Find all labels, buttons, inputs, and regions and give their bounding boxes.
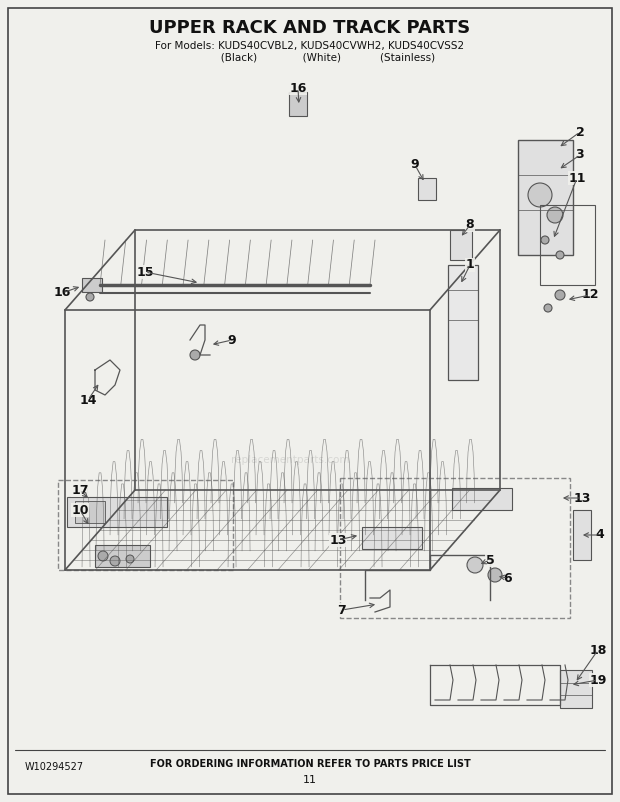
Text: FOR ORDERING INFORMATION REFER TO PARTS PRICE LIST: FOR ORDERING INFORMATION REFER TO PARTS … — [149, 759, 471, 769]
Bar — [95, 545, 150, 567]
Text: 13: 13 — [329, 533, 347, 546]
Circle shape — [528, 183, 552, 207]
Text: 4: 4 — [596, 529, 604, 541]
Circle shape — [110, 556, 120, 566]
Circle shape — [488, 568, 502, 582]
Circle shape — [555, 290, 565, 300]
Bar — [82, 278, 102, 292]
Bar — [452, 488, 512, 510]
Circle shape — [98, 551, 108, 561]
Text: 8: 8 — [466, 218, 474, 232]
Circle shape — [126, 555, 134, 563]
Circle shape — [544, 304, 552, 312]
Text: 3: 3 — [576, 148, 584, 161]
Bar — [518, 140, 573, 255]
Text: 13: 13 — [574, 492, 591, 504]
Text: UPPER RACK AND TRACK PARTS: UPPER RACK AND TRACK PARTS — [149, 19, 471, 37]
Circle shape — [86, 293, 94, 301]
Bar — [448, 265, 478, 380]
Bar — [418, 178, 436, 200]
Text: 16: 16 — [53, 286, 71, 299]
Text: 1: 1 — [466, 258, 474, 272]
Text: 2: 2 — [575, 125, 585, 139]
Text: 19: 19 — [590, 674, 607, 687]
Text: 16: 16 — [290, 82, 307, 95]
Circle shape — [467, 557, 483, 573]
Text: (Black)              (White)            (Stainless): (Black) (White) (Stainless) — [185, 53, 435, 63]
Text: 15: 15 — [136, 265, 154, 278]
Text: 9: 9 — [410, 159, 419, 172]
Text: 5: 5 — [485, 553, 494, 566]
Text: For Models: KUDS40CVBL2, KUDS40CVWH2, KUDS40CVSS2: For Models: KUDS40CVBL2, KUDS40CVWH2, KU… — [156, 41, 464, 51]
Text: 6: 6 — [503, 572, 512, 585]
Bar — [289, 92, 307, 116]
Bar — [58, 480, 233, 570]
Text: 14: 14 — [79, 394, 97, 407]
Bar — [573, 510, 591, 560]
Bar — [540, 205, 595, 285]
Text: 12: 12 — [582, 289, 599, 302]
Circle shape — [547, 207, 563, 223]
Circle shape — [541, 236, 549, 244]
Text: 11: 11 — [569, 172, 586, 184]
Text: 9: 9 — [228, 334, 236, 346]
Circle shape — [556, 251, 564, 259]
Text: 10: 10 — [71, 504, 89, 516]
Text: W10294527: W10294527 — [25, 762, 84, 772]
Bar — [450, 230, 472, 260]
Bar — [67, 497, 167, 527]
Circle shape — [190, 350, 200, 360]
Text: 7: 7 — [338, 603, 347, 617]
Text: 11: 11 — [303, 775, 317, 785]
Text: 17: 17 — [71, 484, 89, 496]
Bar — [340, 478, 570, 618]
Text: 18: 18 — [590, 643, 607, 657]
Bar — [560, 670, 592, 708]
Bar — [362, 527, 422, 549]
Text: replacementparts.com: replacementparts.com — [231, 455, 349, 465]
Bar — [75, 501, 105, 523]
